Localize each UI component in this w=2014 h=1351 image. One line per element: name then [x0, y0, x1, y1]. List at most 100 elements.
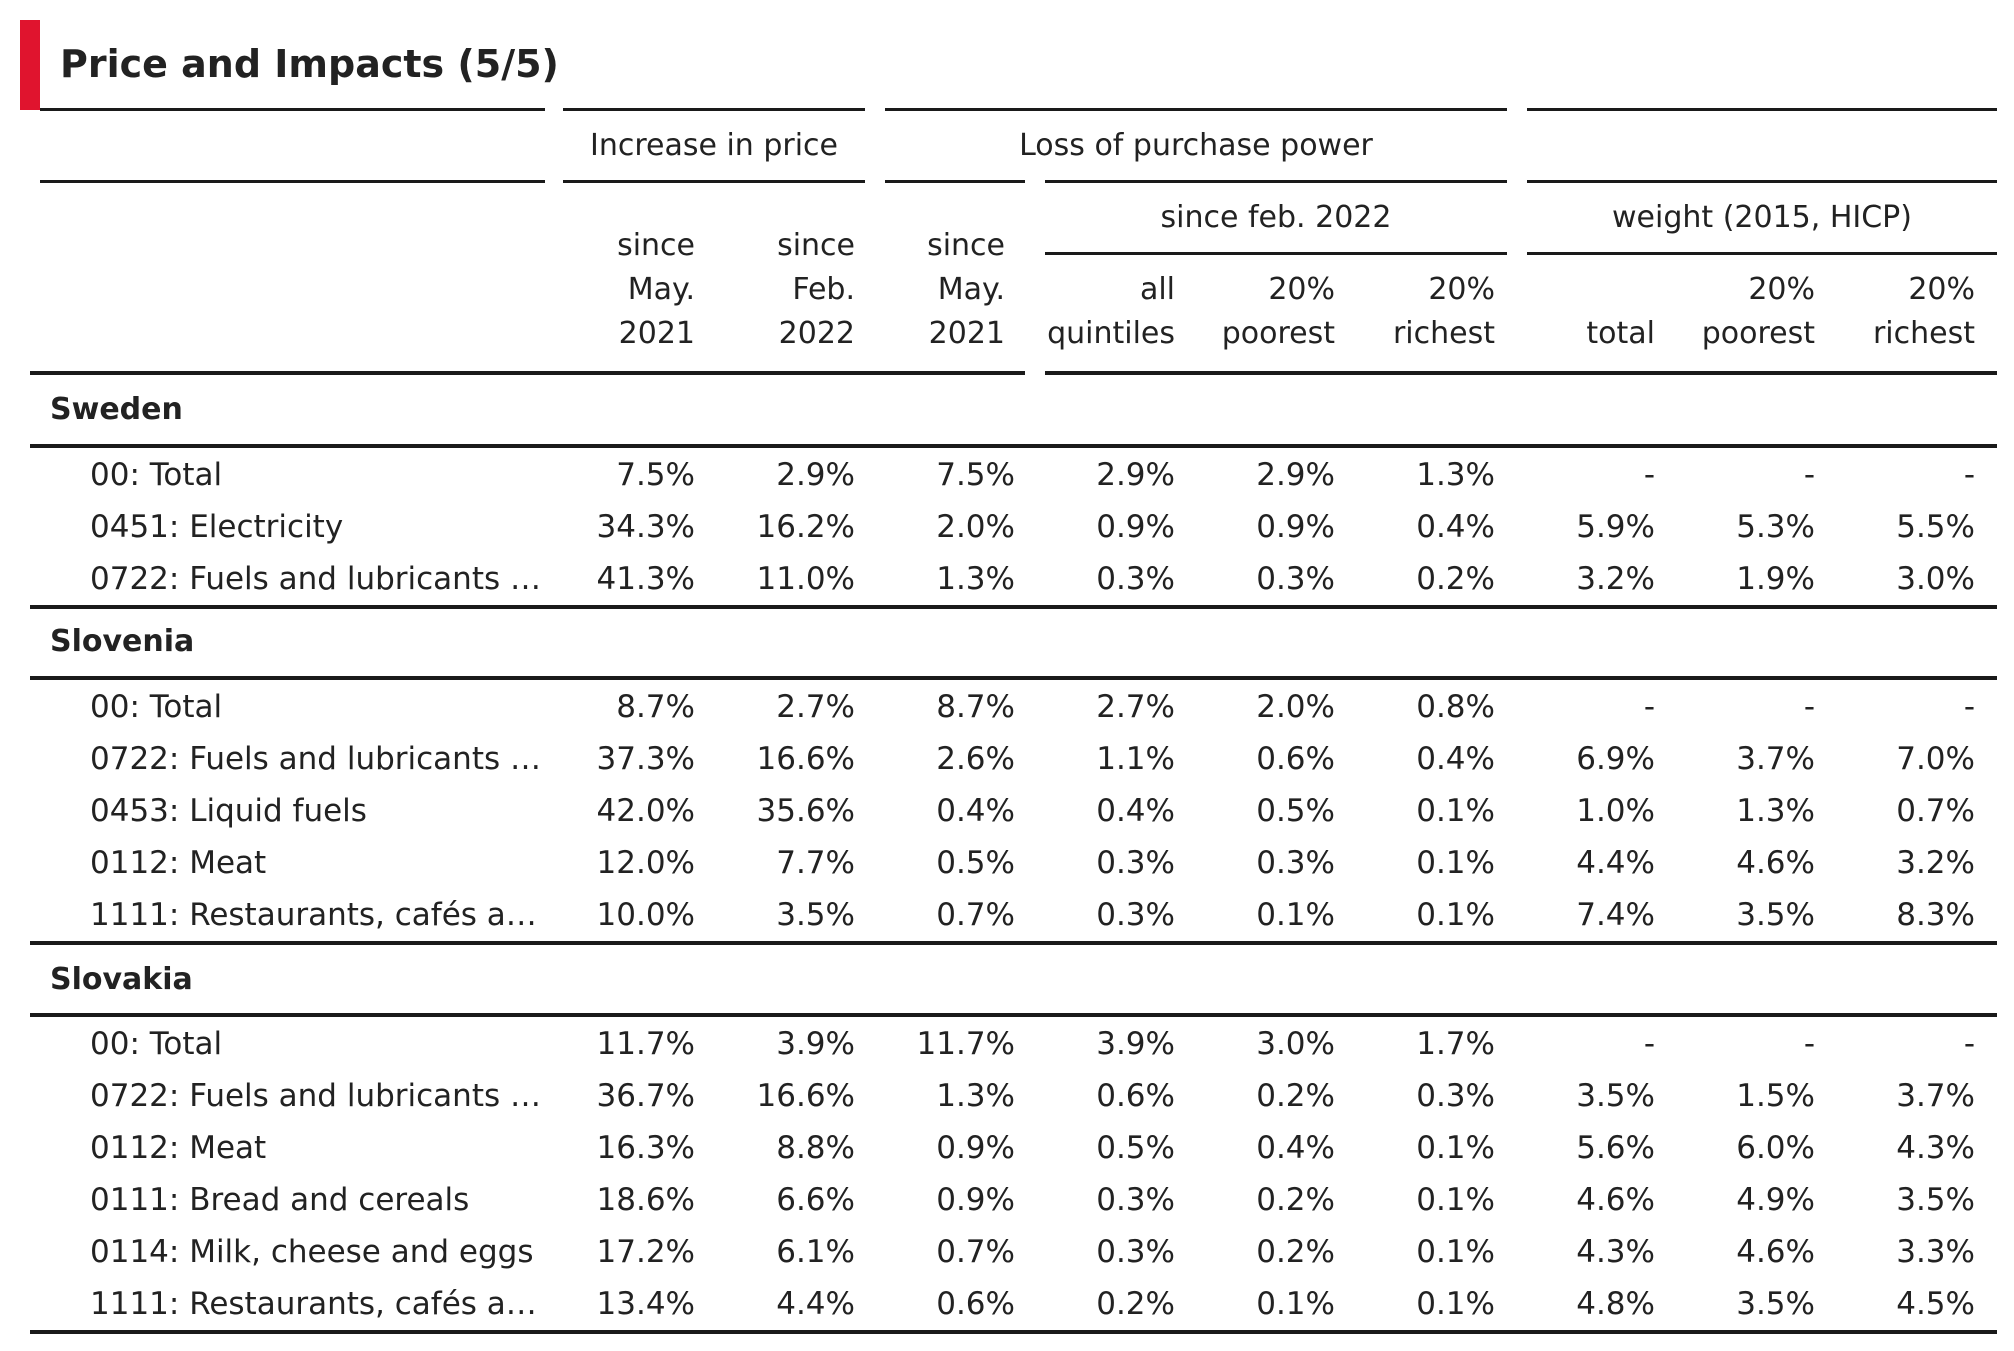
- col-header-loss-20-poorest: 20% poorest: [1221, 272, 1335, 351]
- header-increase-in-price: Increase in price: [589, 128, 839, 163]
- cell-value: 0.4%: [1416, 509, 1495, 545]
- header-rule: [1045, 252, 1507, 255]
- cell-value: 0.4%: [1256, 1130, 1335, 1166]
- cell-value: 1.3%: [936, 561, 1015, 597]
- cell-value: 0.9%: [936, 1130, 1015, 1166]
- table-bottom-rule: [30, 1330, 1997, 1334]
- cell-value: 3.9%: [1096, 1026, 1175, 1062]
- cell-value: 3.2%: [1896, 845, 1975, 881]
- row-label: 0722: Fuels and lubricants fo...: [90, 741, 550, 777]
- cell-value: 0.9%: [1096, 509, 1175, 545]
- header-bottom-rule: [30, 371, 1025, 375]
- cell-value: 7.0%: [1896, 741, 1975, 777]
- cell-value: 0.3%: [1096, 1234, 1175, 1270]
- table-row: 0722: Fuels and lubricants fo... 36.7% 1…: [0, 1070, 2014, 1122]
- header-rule: [563, 180, 865, 183]
- cell-value: 2.0%: [936, 509, 1015, 545]
- cell-value: 11.7%: [596, 1026, 695, 1062]
- cell-value: 36.7%: [596, 1078, 695, 1114]
- table-row: 00: Total 8.7% 2.7% 8.7% 2.7% 2.0% 0.8% …: [0, 681, 2014, 733]
- row-label: 1111: Restaurants, cafés and ...: [90, 897, 550, 933]
- cell-value: 0.1%: [1416, 845, 1495, 881]
- col-header-weight-20-poorest: 20% poorest: [1701, 272, 1815, 351]
- row-label: 0722: Fuels and lubricants fo...: [90, 561, 550, 597]
- cell-value: 0.5%: [1256, 793, 1335, 829]
- row-label: 0722: Fuels and lubricants fo...: [90, 1078, 550, 1114]
- cell-value: 5.9%: [1576, 509, 1655, 545]
- cell-value: 7.7%: [776, 845, 855, 881]
- cell-value: 0.2%: [1096, 1286, 1175, 1322]
- cell-value: 1.7%: [1416, 1026, 1495, 1062]
- table-row: 0112: Meat 12.0% 7.7% 0.5% 0.3% 0.3% 0.1…: [0, 837, 2014, 889]
- cell-value: 2.6%: [936, 741, 1015, 777]
- cell-value: 0.3%: [1096, 845, 1175, 881]
- cell-value: 0.8%: [1416, 689, 1495, 725]
- cell-value: 0.3%: [1096, 1182, 1175, 1218]
- cell-value: -: [1643, 457, 1655, 493]
- cell-value: 2.9%: [1256, 457, 1335, 493]
- cell-value: 0.6%: [1256, 741, 1335, 777]
- row-label: 0451: Electricity: [90, 509, 344, 545]
- cell-value: 3.3%: [1896, 1234, 1975, 1270]
- cell-value: 0.6%: [1096, 1078, 1175, 1114]
- cell-value: 0.1%: [1256, 897, 1335, 933]
- cell-value: 8.3%: [1896, 897, 1975, 933]
- cell-value: 0.6%: [936, 1286, 1015, 1322]
- cell-value: 13.4%: [596, 1286, 695, 1322]
- header-rule: [563, 108, 865, 111]
- cell-value: 0.3%: [1096, 897, 1175, 933]
- cell-value: 37.3%: [596, 741, 695, 777]
- cell-value: 0.1%: [1416, 897, 1495, 933]
- cell-value: 8.7%: [616, 689, 695, 725]
- cell-value: 4.6%: [1736, 1234, 1815, 1270]
- cell-value: 4.8%: [1576, 1286, 1655, 1322]
- cell-value: 1.3%: [1736, 793, 1815, 829]
- section-title-slovenia: Slovenia: [50, 624, 195, 659]
- cell-value: 3.7%: [1736, 741, 1815, 777]
- cell-value: 16.6%: [756, 741, 855, 777]
- section-title-sweden: Sweden: [50, 392, 183, 427]
- cell-value: -: [1643, 1026, 1655, 1062]
- header-rule: [1527, 252, 1997, 255]
- cell-value: 42.0%: [596, 793, 695, 829]
- cell-value: 0.7%: [936, 1234, 1015, 1270]
- cell-value: 16.2%: [756, 509, 855, 545]
- section-end-rule: [30, 941, 1997, 945]
- row-label: 00: Total: [90, 1026, 223, 1062]
- row-label: 0453: Liquid fuels: [90, 793, 367, 829]
- cell-value: 10.0%: [596, 897, 695, 933]
- table-row: 0111: Bread and cereals 18.6% 6.6% 0.9% …: [0, 1174, 2014, 1226]
- cell-value: 4.9%: [1736, 1182, 1815, 1218]
- cell-value: 0.2%: [1256, 1078, 1335, 1114]
- table-row: 00: Total 11.7% 3.9% 11.7% 3.9% 3.0% 1.7…: [0, 1018, 2014, 1070]
- col-header-since-may-2021: since May. 2021: [617, 228, 695, 351]
- cell-value: 0.7%: [1896, 793, 1975, 829]
- cell-value: 6.9%: [1576, 741, 1655, 777]
- header-weight: weight (2015, HICP): [1612, 200, 1912, 235]
- cell-value: 11.0%: [756, 561, 855, 597]
- cell-value: 0.2%: [1256, 1182, 1335, 1218]
- section-rule: [30, 676, 1997, 680]
- col-header-weight-total: total: [1586, 316, 1655, 351]
- cell-value: 3.2%: [1576, 561, 1655, 597]
- header-rule: [1527, 180, 1997, 183]
- table-row: 0722: Fuels and lubricants fo... 41.3% 1…: [0, 553, 2014, 605]
- page-title: Price and Impacts (5/5): [60, 42, 559, 86]
- header-rule: [885, 180, 1025, 183]
- section-end-rule: [30, 605, 1997, 609]
- cell-value: 3.5%: [1736, 1286, 1815, 1322]
- cell-value: 6.6%: [776, 1182, 855, 1218]
- table-row: 1111: Restaurants, cafés and ... 13.4% 4…: [0, 1278, 2014, 1330]
- row-label: 1111: Restaurants, cafés and ...: [90, 1286, 550, 1322]
- table-row: 0451: Electricity 34.3% 16.2% 2.0% 0.9% …: [0, 501, 2014, 553]
- table-row: 0114: Milk, cheese and eggs 17.2% 6.1% 0…: [0, 1226, 2014, 1278]
- cell-value: -: [1963, 457, 1975, 493]
- header-since-feb-2022: since feb. 2022: [1160, 200, 1392, 235]
- cell-value: 0.1%: [1416, 1182, 1495, 1218]
- col-header-since-feb-2022: since Feb. 2022: [777, 228, 855, 351]
- cell-value: 1.9%: [1736, 561, 1815, 597]
- row-label: 0111: Bread and cereals: [90, 1182, 470, 1218]
- cell-value: 5.6%: [1576, 1130, 1655, 1166]
- cell-value: 41.3%: [596, 561, 695, 597]
- cell-value: 6.1%: [776, 1234, 855, 1270]
